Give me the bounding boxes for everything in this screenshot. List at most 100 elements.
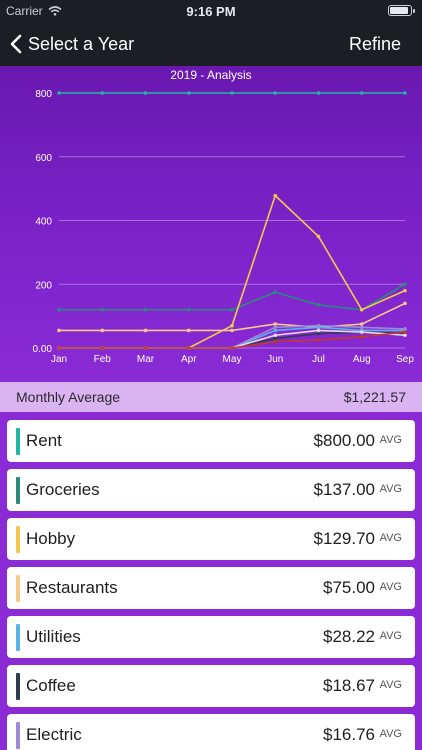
- y-tick-label: 800: [35, 89, 52, 100]
- data-point: [57, 346, 61, 350]
- category-name: Electric: [26, 725, 82, 744]
- data-point: [316, 91, 321, 95]
- category-color-swatch: [16, 722, 20, 749]
- category-avg-label: AVG: [379, 434, 402, 446]
- data-point: [57, 307, 61, 312]
- series-line: [59, 283, 406, 311]
- category-amount: $137.00: [313, 480, 375, 499]
- data-point: [359, 322, 364, 326]
- category-color-swatch: [16, 673, 20, 700]
- data-point: [316, 234, 321, 239]
- category-amount: $18.67: [323, 676, 375, 695]
- data-point: [403, 301, 407, 306]
- refine-button[interactable]: Refine: [348, 34, 401, 54]
- data-point: [316, 303, 321, 307]
- data-point: [100, 328, 105, 333]
- carrier-label: Carrier: [6, 4, 43, 18]
- status-bar: Carrier 9:16 PM: [0, 0, 422, 22]
- x-tick-label: Sep: [396, 354, 414, 365]
- monthly-average-value: $1,221.57: [343, 389, 406, 405]
- data-point: [316, 323, 321, 328]
- category-card-coffee[interactable]: Coffee $18.67 AVG: [7, 665, 415, 707]
- category-amount: $800.00: [313, 431, 375, 450]
- data-point: [230, 346, 234, 350]
- category-amount: $129.70: [313, 529, 375, 548]
- data-point: [57, 91, 61, 95]
- category-avg-label: AVG: [379, 728, 402, 740]
- category-card-hobby[interactable]: Hobby $129.70 AVG: [7, 518, 415, 560]
- data-point: [316, 338, 321, 342]
- data-point: [359, 335, 364, 339]
- data-point: [143, 91, 148, 95]
- category-color-swatch: [16, 477, 20, 504]
- data-point: [143, 328, 148, 333]
- chevron-left-icon: [10, 34, 22, 54]
- data-point: [273, 322, 278, 326]
- x-tick-label: Feb: [94, 354, 112, 365]
- category-card-restaurants[interactable]: Restaurants $75.00 AVG: [7, 567, 415, 609]
- category-card-electric[interactable]: Electric $16.76 AVG: [7, 714, 415, 750]
- data-point: [273, 290, 278, 295]
- x-tick-label: Jan: [51, 354, 67, 365]
- x-tick-label: May: [223, 354, 242, 365]
- data-point: [230, 323, 234, 328]
- back-button[interactable]: Select a Year: [10, 30, 134, 58]
- nav-bar: Select a Year Refine: [0, 22, 422, 66]
- category-avg-label: AVG: [379, 532, 402, 544]
- x-tick-label: Jun: [267, 354, 283, 365]
- category-name: Utilities: [26, 627, 81, 646]
- data-point: [230, 91, 234, 95]
- category-card-groceries[interactable]: Groceries $137.00 AVG: [7, 469, 415, 511]
- category-card-utilities[interactable]: Utilities $28.22 AVG: [7, 616, 415, 658]
- data-point: [403, 288, 407, 293]
- data-point: [359, 325, 364, 330]
- analysis-chart: 2019 - Analysis 0.00 200 400 600 800 Jan Feb Ma…: [0, 66, 422, 382]
- data-point: [230, 307, 234, 312]
- category-color-swatch: [16, 624, 20, 651]
- battery-level: [390, 7, 408, 14]
- data-point: [403, 327, 407, 331]
- y-tick-label: 600: [35, 153, 52, 164]
- category-color-swatch: [16, 575, 20, 602]
- data-point: [359, 330, 364, 334]
- x-tick-label: Mar: [137, 354, 155, 365]
- category-avg-label: AVG: [379, 679, 402, 691]
- data-point: [403, 282, 407, 287]
- data-point: [143, 307, 148, 312]
- data-point: [186, 307, 191, 312]
- x-tick-label: Apr: [181, 354, 197, 365]
- series-line: [59, 331, 406, 349]
- data-point: [230, 328, 234, 333]
- y-tick-label: 200: [35, 280, 52, 291]
- category-name: Coffee: [26, 676, 76, 695]
- x-tick-label: Jul: [312, 354, 325, 365]
- series-line: [59, 331, 406, 349]
- data-point: [100, 307, 105, 312]
- data-point: [403, 91, 407, 95]
- category-list: Rent $800.00 AVG Groceries $137.00 AVG H…: [0, 412, 422, 750]
- category-color-swatch: [16, 428, 20, 455]
- line-chart: 2019 - Analysis 0.00 200 400 600 800 Jan Feb Ma…: [33, 68, 415, 365]
- data-point: [273, 336, 278, 341]
- category-amount: $75.00: [323, 578, 375, 597]
- data-point: [359, 91, 364, 95]
- data-point: [403, 333, 407, 338]
- data-point: [57, 328, 61, 333]
- category-name: Hobby: [26, 529, 76, 548]
- y-tick-label: 400: [35, 217, 52, 228]
- category-avg-label: AVG: [379, 581, 402, 593]
- data-point: [273, 325, 278, 330]
- chart-title: 2019 - Analysis: [170, 68, 251, 82]
- category-avg-label: AVG: [379, 483, 402, 495]
- data-point: [273, 339, 278, 344]
- data-point: [100, 91, 105, 95]
- data-point: [143, 346, 148, 350]
- data-point: [273, 91, 278, 95]
- category-card-rent[interactable]: Rent $800.00 AVG: [7, 420, 415, 462]
- category-color-swatch: [16, 526, 20, 553]
- category-name: Groceries: [26, 480, 100, 499]
- data-point: [316, 331, 321, 336]
- data-point: [186, 346, 191, 350]
- category-amount: $16.76: [323, 725, 375, 744]
- data-point: [186, 91, 191, 95]
